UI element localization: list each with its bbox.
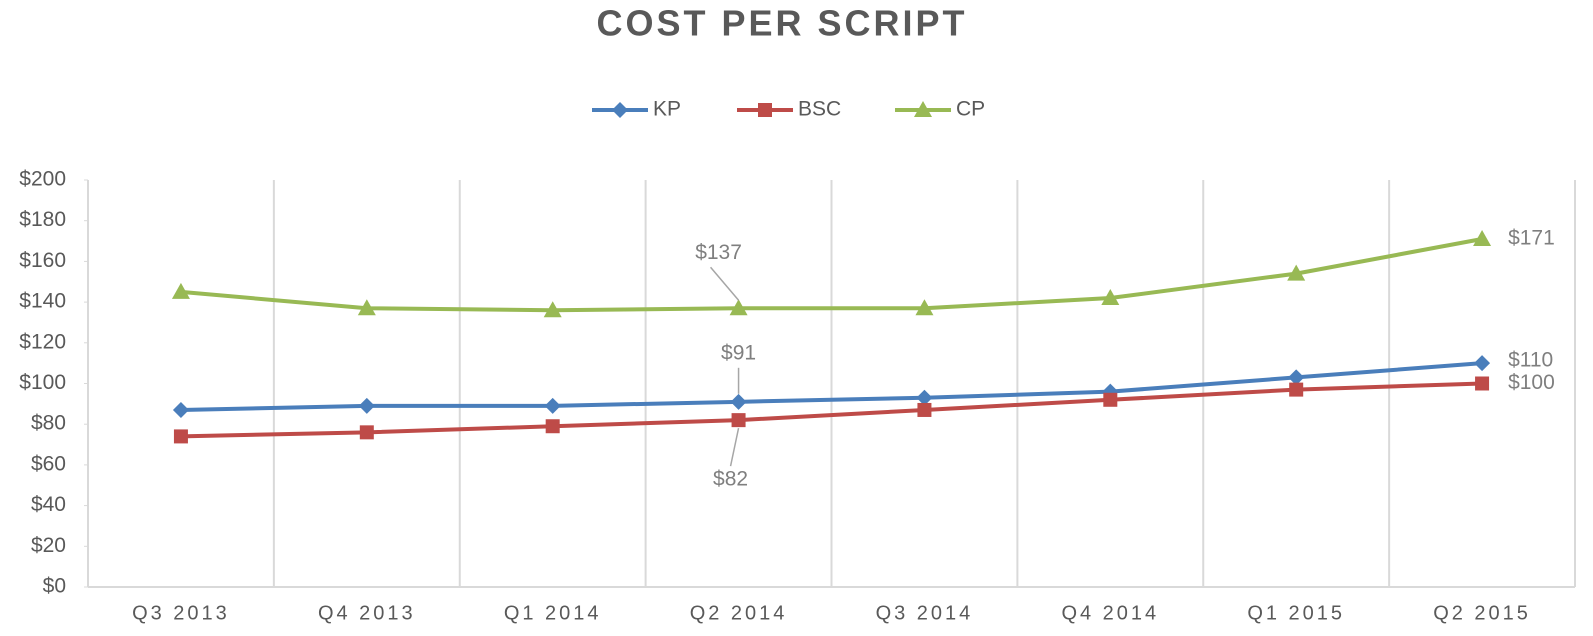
x-tick-label: Q3 2013 <box>132 602 230 624</box>
marker <box>914 101 932 117</box>
x-tick-label: Q3 2014 <box>876 602 974 624</box>
marker <box>358 397 375 414</box>
x-tick-label: Q1 2014 <box>504 602 602 624</box>
series-line <box>180 381 1483 439</box>
y-tick-label: $160 <box>19 249 66 272</box>
marker <box>172 401 189 418</box>
series-line <box>180 361 1483 412</box>
chart-title: COST PER SCRIPT <box>596 3 967 44</box>
y-tick-label: $0 <box>43 575 66 598</box>
marker <box>915 299 934 316</box>
marker <box>1103 392 1118 407</box>
y-tick-label: $40 <box>31 493 66 516</box>
marker <box>1475 376 1490 391</box>
y-tick-label: $120 <box>19 330 66 353</box>
x-tick-label: Q4 2014 <box>1061 602 1159 624</box>
data-label: $91 <box>721 341 756 364</box>
legend-label: CP <box>956 98 985 121</box>
y-tick-label: $140 <box>19 290 66 313</box>
y-tick-label: $200 <box>19 168 66 191</box>
marker <box>758 103 772 117</box>
x-tick-label: Q2 2015 <box>1433 602 1531 624</box>
leader-line <box>729 427 740 467</box>
data-label: $137 <box>695 241 742 264</box>
marker <box>545 419 560 434</box>
marker <box>1288 369 1305 386</box>
y-tick-label: $20 <box>31 534 66 557</box>
marker <box>612 102 628 118</box>
marker <box>729 299 748 316</box>
marker <box>171 282 190 299</box>
marker <box>1289 382 1304 397</box>
marker <box>173 429 188 444</box>
marker <box>730 393 747 410</box>
data-label: $82 <box>713 468 748 491</box>
data-label: $171 <box>1508 227 1555 250</box>
x-tick-label: Q2 2014 <box>690 602 788 624</box>
data-label: $100 <box>1508 371 1555 394</box>
series-line <box>180 237 1483 313</box>
leader-line <box>709 266 740 301</box>
marker <box>544 397 561 414</box>
marker <box>917 402 932 417</box>
marker <box>357 299 376 316</box>
x-tick-label: Q4 2013 <box>318 602 416 624</box>
marker <box>731 413 746 428</box>
marker <box>1473 230 1492 247</box>
data-label: $110 <box>1508 349 1553 372</box>
marker <box>359 425 374 440</box>
x-tick-label: Q1 2015 <box>1247 602 1345 624</box>
marker <box>1287 264 1306 281</box>
marker <box>916 389 933 406</box>
y-tick-label: $80 <box>31 412 66 435</box>
marker <box>543 301 562 318</box>
marker <box>1101 289 1120 306</box>
legend-label: KP <box>653 98 681 121</box>
y-tick-label: $100 <box>19 371 66 394</box>
legend-label: BSC <box>798 98 841 121</box>
y-tick-label: $180 <box>19 208 66 231</box>
marker <box>1474 355 1491 372</box>
y-tick-label: $60 <box>31 452 66 475</box>
